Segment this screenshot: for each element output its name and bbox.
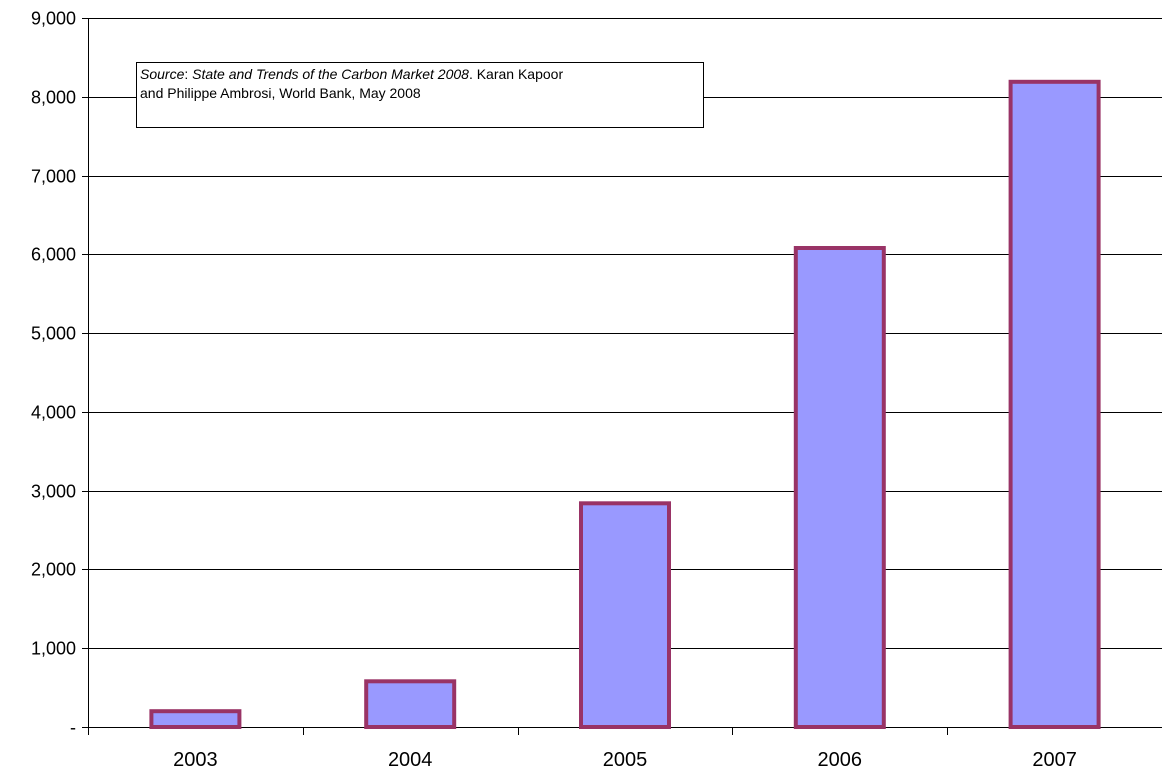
y-tick-label-5: 5,000 xyxy=(31,324,76,344)
x-tick-label-2007: 2007 xyxy=(1032,749,1077,771)
y-tick-label-1: 1,000 xyxy=(31,639,76,659)
source-label: Source xyxy=(140,66,185,82)
source-separator: : xyxy=(184,66,193,82)
x-tick-label-2003: 2003 xyxy=(173,749,218,771)
y-tick-label-0: - xyxy=(70,718,76,738)
x-tick-label-2006: 2006 xyxy=(818,749,863,771)
y-tick-label-7: 7,000 xyxy=(31,167,76,187)
authors-line-2: and Philippe Ambrosi, World Bank, May 20… xyxy=(140,85,421,101)
y-tick-label-4: 4,000 xyxy=(31,403,76,423)
report-separator: . xyxy=(468,66,477,82)
y-tick-label-2: 2,000 xyxy=(31,560,76,580)
y-tick-label-6: 6,000 xyxy=(31,245,76,265)
source-annotation: Source: State and Trends of the Carbon M… xyxy=(136,62,704,128)
y-tick-label-8: 8,000 xyxy=(31,88,76,108)
x-tick-label-2005: 2005 xyxy=(603,749,648,771)
y-tick-label-9: 9,000 xyxy=(31,9,76,29)
bar-2003 xyxy=(149,709,242,730)
x-tick-labels: 2003 2004 2005 2006 2007 xyxy=(173,749,1077,771)
bar-2005 xyxy=(579,501,671,729)
bar-2004 xyxy=(364,679,457,729)
y-tick-label-3: 3,000 xyxy=(31,482,76,502)
bar-2007 xyxy=(1008,79,1101,730)
report-title: State and Trends of the Carbon Market 20… xyxy=(192,66,469,82)
bars xyxy=(149,79,1101,730)
y-tick-labels: - 1,000 2,000 3,000 4,000 5,000 6,000 7,000 8,00… xyxy=(31,9,76,738)
x-tick-label-2004: 2004 xyxy=(388,749,433,771)
authors-line-1: Karan Kapoor xyxy=(476,66,564,82)
gridlines xyxy=(88,18,1162,649)
bar-2006 xyxy=(793,246,886,729)
